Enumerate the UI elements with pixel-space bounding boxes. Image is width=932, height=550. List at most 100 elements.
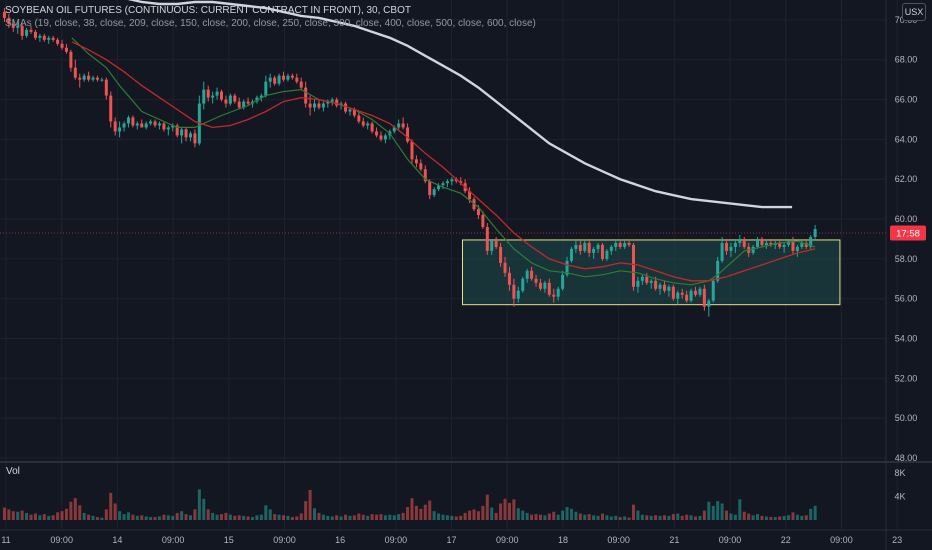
- price-axis[interactable]: 70.0068.0066.0064.0062.0060.0058.0056.00…: [895, 15, 918, 463]
- candle[interactable]: [525, 268, 529, 283]
- volume-bar[interactable]: [144, 516, 148, 520]
- candle[interactable]: [543, 280, 547, 293]
- candle[interactable]: [69, 49, 73, 72]
- candle[interactable]: [184, 127, 188, 142]
- candle[interactable]: [583, 240, 587, 253]
- volume-bar[interactable]: [224, 512, 228, 520]
- volume-bar[interactable]: [7, 509, 11, 520]
- candle[interactable]: [490, 238, 494, 255]
- volume-bar[interactable]: [91, 515, 95, 520]
- volume-bar[interactable]: [445, 515, 449, 520]
- candle[interactable]: [680, 288, 684, 299]
- candle[interactable]: [317, 99, 321, 110]
- candle[interactable]: [95, 75, 99, 82]
- volume-bar[interactable]: [188, 515, 192, 520]
- volume-bar[interactable]: [184, 514, 188, 520]
- candle[interactable]: [685, 290, 689, 303]
- candle[interactable]: [135, 121, 139, 130]
- volume-bar[interactable]: [609, 516, 613, 520]
- candle[interactable]: [100, 77, 104, 82]
- candle[interactable]: [441, 181, 445, 190]
- volume-bar[interactable]: [813, 505, 817, 520]
- candle[interactable]: [149, 119, 153, 126]
- volume-bar[interactable]: [685, 514, 689, 520]
- candle[interactable]: [87, 71, 91, 82]
- candle[interactable]: [361, 117, 365, 128]
- candle[interactable]: [126, 115, 130, 128]
- volume-bar[interactable]: [25, 512, 29, 520]
- candle[interactable]: [649, 278, 653, 289]
- candle[interactable]: [787, 238, 791, 247]
- candle[interactable]: [658, 282, 662, 295]
- candle[interactable]: [667, 284, 671, 297]
- candle[interactable]: [73, 59, 77, 80]
- volume-bar[interactable]: [658, 515, 662, 520]
- candle[interactable]: [751, 244, 755, 255]
- candle[interactable]: [623, 240, 627, 249]
- volume-bar[interactable]: [277, 514, 281, 520]
- volume-bar[interactable]: [645, 515, 649, 520]
- volume-bar[interactable]: [388, 514, 392, 520]
- candle[interactable]: [419, 159, 423, 172]
- volume-bar[interactable]: [295, 516, 299, 520]
- volume-bar[interactable]: [109, 492, 113, 520]
- volume-bar[interactable]: [357, 513, 361, 520]
- candle[interactable]: [286, 73, 290, 82]
- candle[interactable]: [481, 211, 485, 230]
- volume-bar[interactable]: [476, 511, 480, 520]
- candle[interactable]: [769, 238, 773, 247]
- volume-bar[interactable]: [738, 499, 742, 520]
- volume-bar[interactable]: [596, 515, 600, 520]
- candle[interactable]: [277, 73, 281, 86]
- volume-bar[interactable]: [410, 498, 414, 520]
- candle[interactable]: [188, 131, 192, 142]
- volume-bar[interactable]: [707, 501, 711, 520]
- volume-bar[interactable]: [574, 511, 578, 520]
- volume-bar[interactable]: [321, 514, 325, 520]
- candle[interactable]: [530, 266, 534, 281]
- candle[interactable]: [485, 223, 489, 255]
- candle[interactable]: [166, 125, 170, 136]
- candle[interactable]: [366, 121, 370, 130]
- volume-bar[interactable]: [490, 507, 494, 520]
- candle[interactable]: [118, 121, 122, 138]
- candle[interactable]: [122, 121, 126, 132]
- volume-bar[interactable]: [711, 505, 715, 520]
- candle[interactable]: [268, 73, 272, 88]
- candle[interactable]: [516, 286, 520, 303]
- candle[interactable]: [215, 87, 219, 100]
- volume-bar[interactable]: [494, 512, 498, 520]
- volume-bar[interactable]: [273, 514, 277, 520]
- volume-bar[interactable]: [605, 515, 609, 520]
- candle[interactable]: [729, 242, 733, 257]
- candle[interactable]: [414, 155, 418, 168]
- candle[interactable]: [503, 256, 507, 277]
- volume-bar[interactable]: [680, 515, 684, 520]
- volume-bar[interactable]: [769, 517, 773, 520]
- candle[interactable]: [636, 276, 640, 293]
- candle[interactable]: [694, 286, 698, 297]
- volume-bar[interactable]: [804, 515, 808, 520]
- candle[interactable]: [82, 73, 86, 82]
- candle[interactable]: [326, 99, 330, 108]
- candle[interactable]: [742, 236, 746, 249]
- candle[interactable]: [246, 97, 250, 106]
- candle[interactable]: [437, 183, 441, 192]
- volume-bar[interactable]: [268, 509, 272, 520]
- volume-bar[interactable]: [592, 515, 596, 520]
- candle[interactable]: [782, 242, 786, 253]
- volume-bar[interactable]: [215, 514, 219, 520]
- volume-bar[interactable]: [171, 515, 175, 520]
- candle[interactable]: [78, 73, 82, 88]
- candle[interactable]: [778, 238, 782, 249]
- volume-bar[interactable]: [809, 508, 813, 520]
- candle[interactable]: [507, 266, 511, 291]
- time-axis[interactable]: 11 09:00 14 09:00 15 09:00 16 09:00 17 09:00 18 09:…: [0, 529, 932, 545]
- volume-bar[interactable]: [237, 515, 241, 520]
- volume-bar[interactable]: [370, 514, 374, 520]
- volume-bar[interactable]: [135, 515, 139, 520]
- candle[interactable]: [676, 290, 680, 305]
- candle[interactable]: [228, 93, 232, 106]
- volume-bar[interactable]: [228, 514, 232, 520]
- candle[interactable]: [157, 121, 161, 130]
